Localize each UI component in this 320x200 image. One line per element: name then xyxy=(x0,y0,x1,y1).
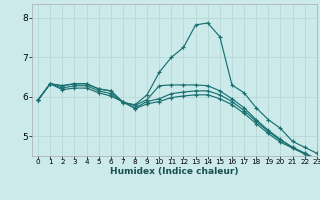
X-axis label: Humidex (Indice chaleur): Humidex (Indice chaleur) xyxy=(110,167,239,176)
